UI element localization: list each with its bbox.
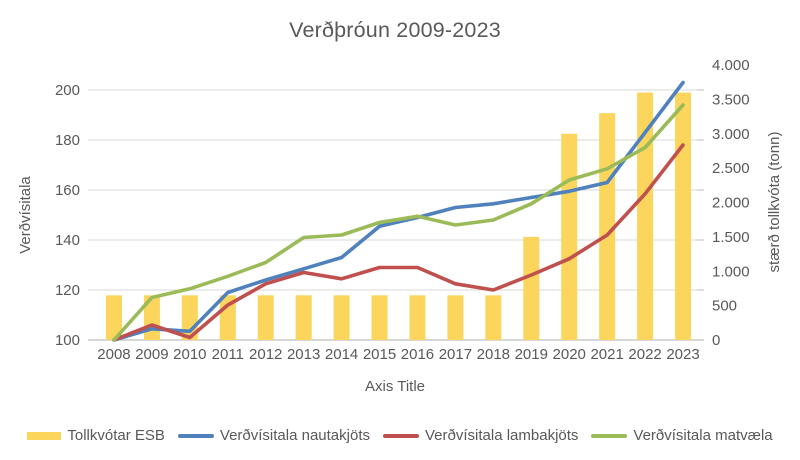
right-axis-tick-label: 1.500 xyxy=(712,229,750,246)
legend-item-ver-v-sitala-matv-la: Verðvísitala matvæla xyxy=(591,427,773,444)
x-axis-tick-label: 2022 xyxy=(628,346,661,363)
bar-2023 xyxy=(675,92,692,340)
right-axis-tick-label: 1.000 xyxy=(712,263,750,280)
x-axis-tick-label: 2018 xyxy=(477,346,510,363)
left-axis-title: Verðvísitala xyxy=(17,176,34,254)
chart-legend: Tollkvótar ESB Verðvísitala nautakjöts Ver… xyxy=(0,427,800,444)
series-line-ver-v-sitala-lambakj-ts xyxy=(112,143,685,342)
bar-2018 xyxy=(485,295,502,340)
x-axis-tick-label: 2017 xyxy=(439,346,472,363)
x-axis-tick-label: 2021 xyxy=(590,346,623,363)
left-axis-tick-label: 100 xyxy=(55,332,80,349)
right-axis-tick-label: 0 xyxy=(712,332,720,349)
legend-line-swatch xyxy=(177,433,214,438)
legend-label: Tollkvótar ESB xyxy=(67,427,165,444)
series-line-ver-v-sitala-nautakj-ts xyxy=(112,80,685,342)
x-axis-tick-label: 2012 xyxy=(249,346,282,363)
legend-item-ver-v-sitala-nautakj-ts: Verðvísitala nautakjöts xyxy=(177,427,370,444)
series-line-ver-v-sitala-matv-la xyxy=(112,103,685,342)
bar-2012 xyxy=(257,295,274,340)
chart-title: Verðþróun 2009-2023 xyxy=(289,18,501,42)
legend-label: Verðvísitala nautakjöts xyxy=(219,427,370,444)
left-axis-tick-label: 160 xyxy=(55,182,80,199)
x-axis-tick-label: 2014 xyxy=(325,346,358,363)
bar-2015 xyxy=(371,295,388,340)
legend-label: Verðvísitala lambakjöts xyxy=(425,427,579,444)
bar-2017 xyxy=(447,295,464,340)
legend-item-ver-v-sitala-lambakj-ts: Verðvísitala lambakjöts xyxy=(383,427,578,444)
left-axis-tick-label: 180 xyxy=(55,132,80,149)
right-axis-tick-label: 3.000 xyxy=(712,126,750,143)
left-axis-tick-label: 140 xyxy=(55,232,80,249)
right-axis-title: stærð tollkvóta (tonn) xyxy=(766,132,783,273)
bar-2022 xyxy=(637,92,654,340)
x-axis-tick-label: 2016 xyxy=(401,346,434,363)
right-axis-tick-label: 2.000 xyxy=(712,195,750,212)
x-axis-tick-label: 2010 xyxy=(173,346,206,363)
bar-2014 xyxy=(333,295,350,340)
x-axis-tick-label: 2008 xyxy=(97,346,130,363)
legend-line-swatch xyxy=(383,433,419,438)
left-axis-tick-label: 120 xyxy=(55,282,80,299)
legend-label: Verðvísitala matvæla xyxy=(633,427,773,444)
bar-2020 xyxy=(561,133,578,340)
x-axis-tick-label: 2019 xyxy=(515,346,548,363)
legend-bar-swatch xyxy=(27,431,62,440)
right-axis-tick-label: 4.000 xyxy=(712,57,750,74)
legend-item-tollkv-tar-esb: Tollkvótar ESB xyxy=(27,427,165,444)
legend-line-swatch xyxy=(591,433,628,438)
x-axis-tick-label: 2020 xyxy=(553,346,586,363)
bar-2016 xyxy=(409,295,426,340)
x-axis-tick-label: 2023 xyxy=(666,346,699,363)
x-axis-tick-label: 2013 xyxy=(287,346,320,363)
right-axis-tick-label: 500 xyxy=(712,298,737,315)
right-axis-tick-label: 2.500 xyxy=(712,160,750,177)
x-axis-tick-label: 2009 xyxy=(135,346,168,363)
bar-2013 xyxy=(295,295,312,340)
x-axis-title: Axis Title xyxy=(365,378,425,395)
right-axis-tick-label: 3.500 xyxy=(712,91,750,108)
x-axis-tick-label: 2015 xyxy=(363,346,396,363)
x-axis-tick-label: 2011 xyxy=(212,346,244,363)
bar-2008 xyxy=(105,295,122,340)
bar-2019 xyxy=(523,236,540,340)
left-axis-tick-label: 200 xyxy=(55,82,80,99)
